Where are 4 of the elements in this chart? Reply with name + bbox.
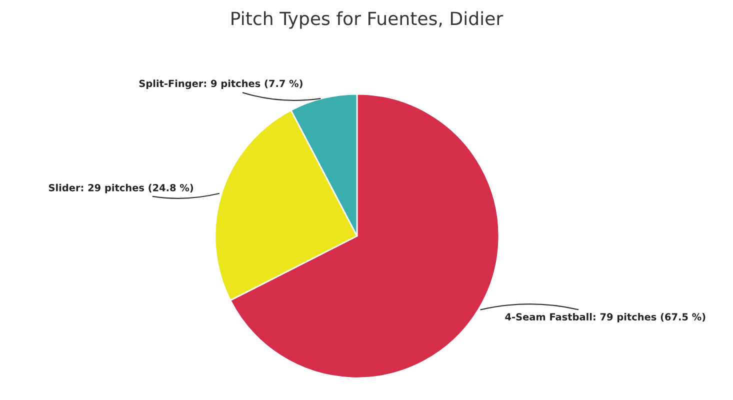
slice-label: 4-Seam Fastball: 79 pitches (67.5 %) (505, 313, 706, 322)
slice-label: Split-Finger: 9 pitches (7.7 %) (139, 80, 302, 90)
chart-title: Pitch Types for Fuentes, Didier (232, 11, 504, 29)
slice-label: Slider: 29 pitches (24.8 %) (48, 184, 194, 194)
